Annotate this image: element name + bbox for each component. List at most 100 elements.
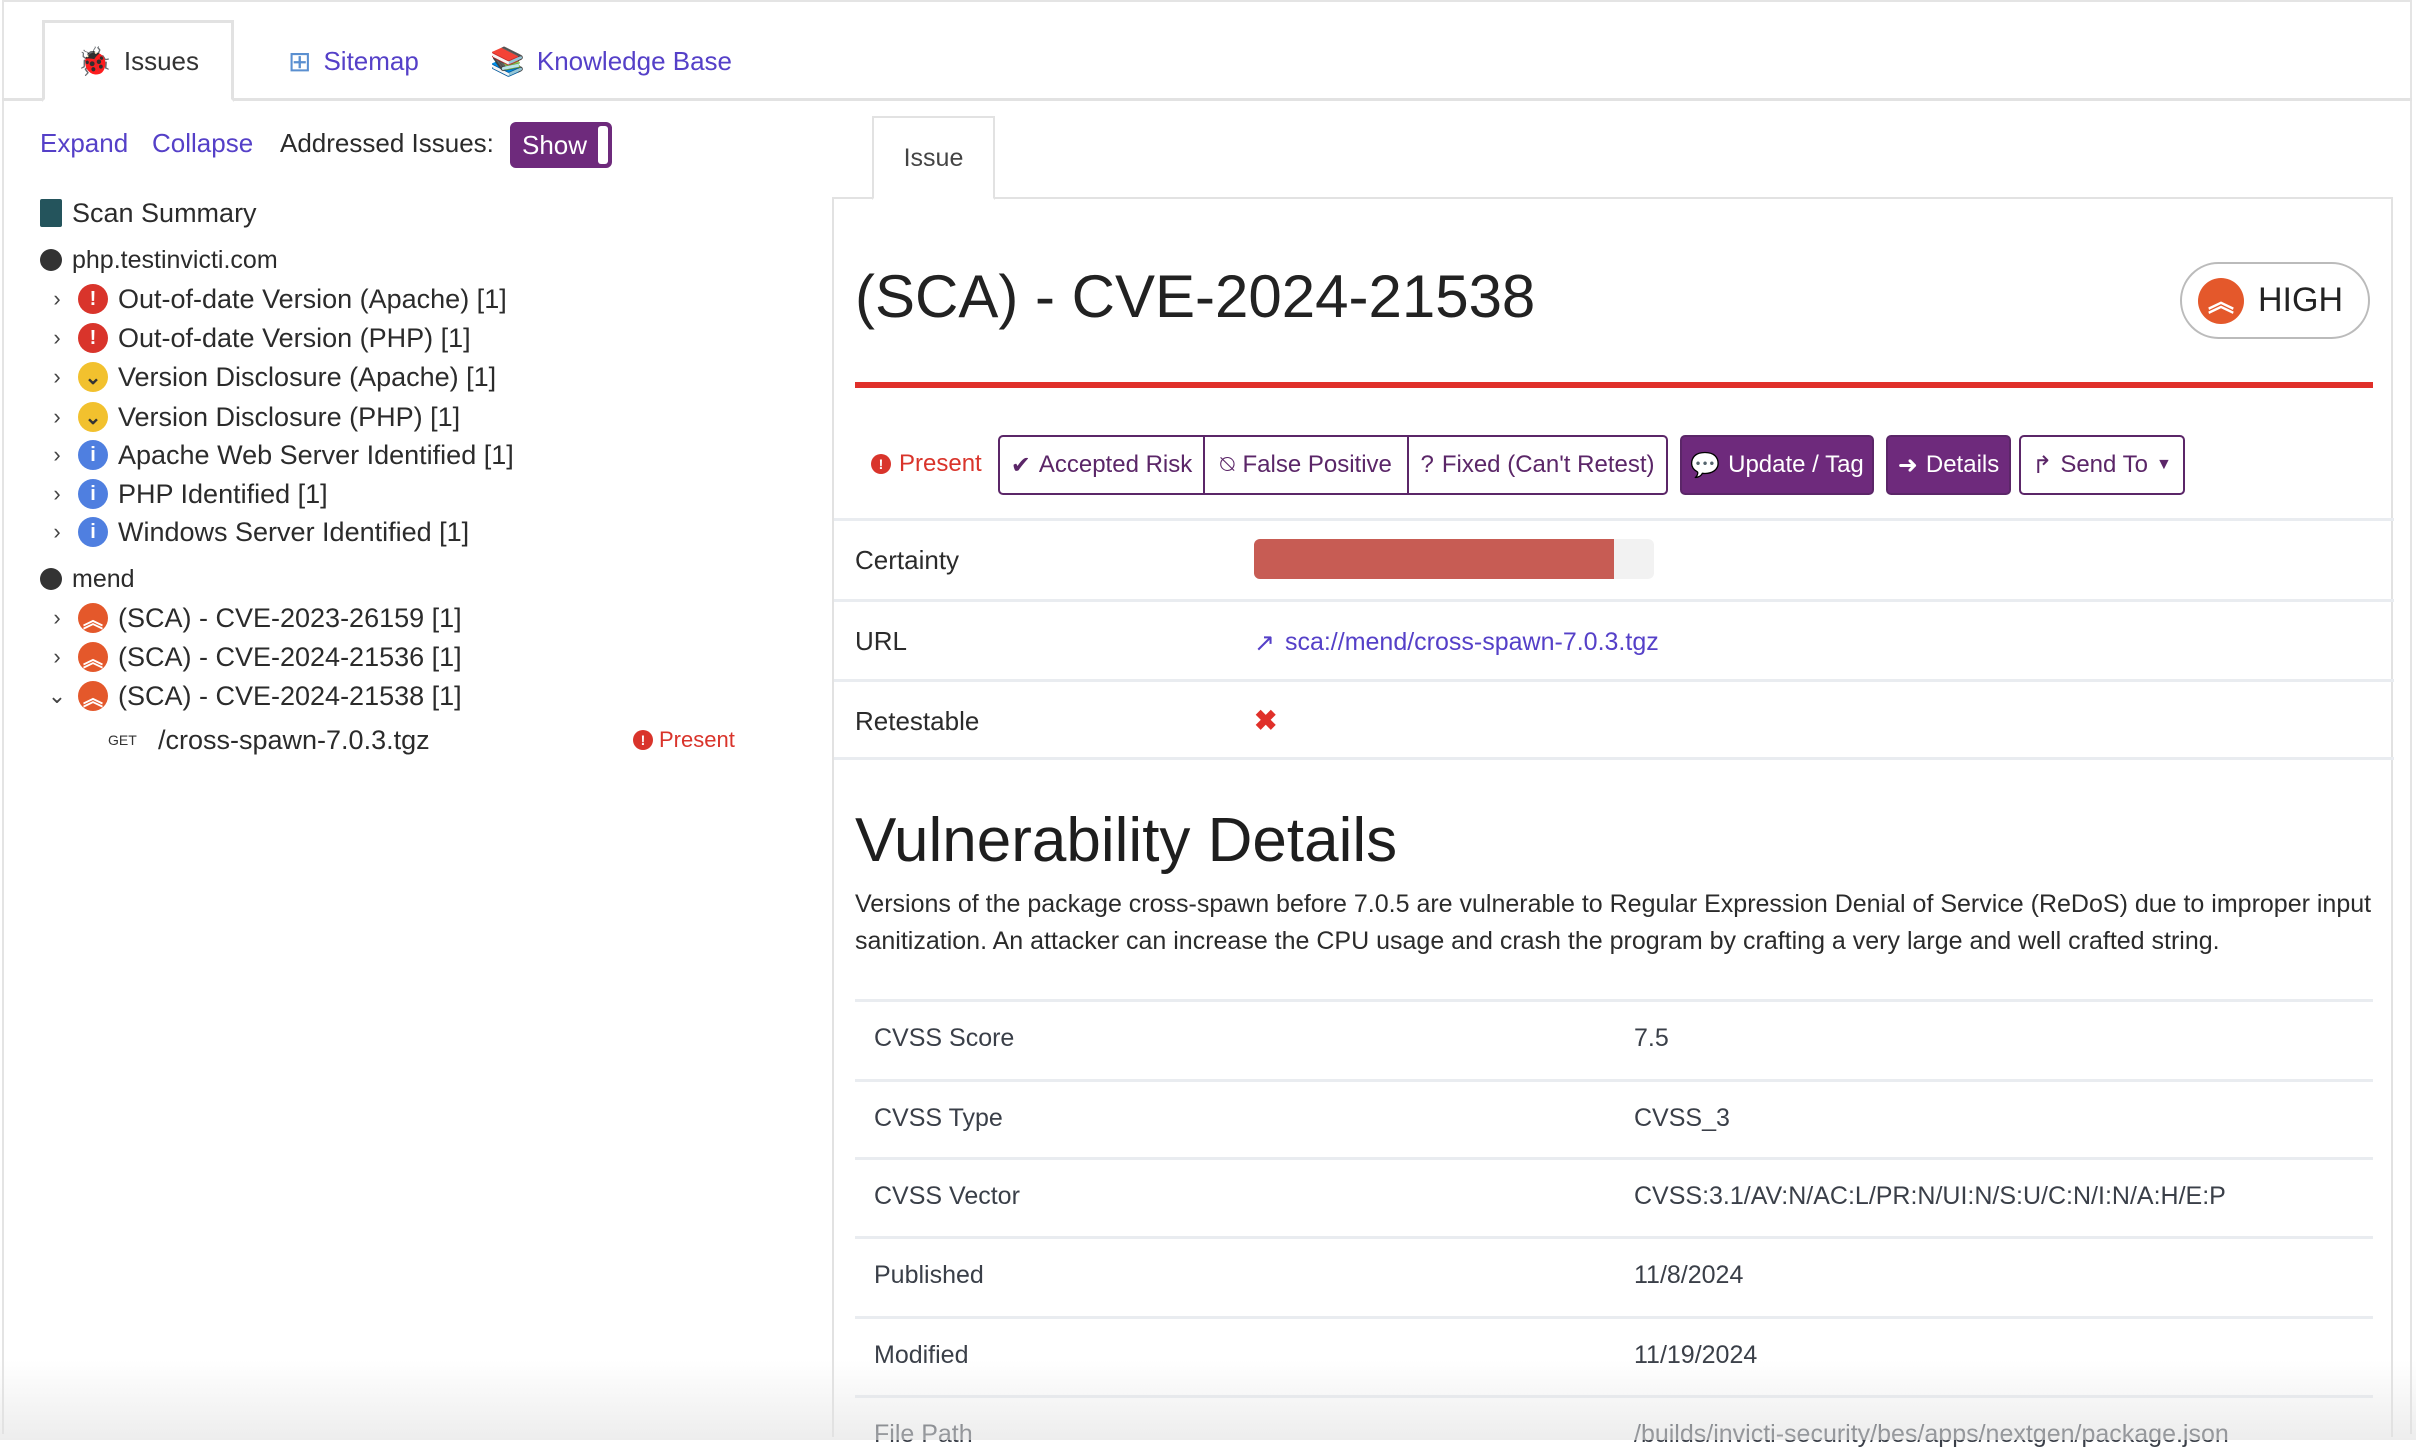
chevron-up-double-icon: ︽	[78, 603, 108, 633]
tab-bar	[2, 98, 2412, 101]
sitemap-icon: ⊞	[288, 45, 312, 77]
chevron-up-double-icon: ︽	[78, 681, 108, 711]
detail-label: Published	[874, 1261, 984, 1289]
chevron-right-icon[interactable]: ›	[53, 605, 61, 630]
divider	[855, 1316, 2373, 1319]
url-label: URL	[855, 626, 908, 656]
bug-icon: 🐞	[76, 45, 112, 77]
tree-issue-item[interactable]: ›! Out-of-date Version (Apache) [1]	[46, 280, 507, 318]
url-link[interactable]: ↗ sca://mend/cross-spawn-7.0.3.tgz	[1254, 628, 1659, 657]
share-icon: ↱	[2032, 451, 2053, 479]
chevron-down-circle-icon: ⌄	[78, 402, 108, 432]
check-circle-icon: ✔	[1010, 451, 1031, 479]
details-button[interactable]: ➜ Details	[1886, 435, 2011, 495]
certainty-bar	[1254, 539, 1654, 579]
chevron-up-double-icon: ︽	[78, 642, 108, 672]
tab-issues[interactable]: 🐞 Issues	[42, 20, 234, 102]
chevron-right-icon[interactable]: ›	[53, 286, 61, 311]
addressed-issues-toggle[interactable]: Show	[510, 122, 612, 168]
divider	[855, 1157, 2373, 1160]
chevron-right-icon[interactable]: ›	[53, 442, 61, 467]
tree-issue-item[interactable]: › i PHP Identified [1]	[46, 475, 328, 513]
tree-child-request[interactable]: GET/cross-spawn-7.0.3.tgz	[108, 724, 430, 755]
tree-issue-item[interactable]: › ⌄ Version Disclosure (Apache) [1]	[46, 358, 496, 396]
severity-divider	[855, 382, 2373, 388]
info-circle-icon: i	[78, 440, 108, 470]
divider	[834, 679, 2394, 682]
issue-panel	[832, 197, 2393, 1437]
tree-issue-item[interactable]: ›! Out-of-date Version (PHP) [1]	[46, 319, 471, 357]
tab-knowledge-base[interactable]: 📚 Knowledge Base	[490, 45, 733, 77]
certainty-bar-fill	[1254, 539, 1614, 579]
tree-host[interactable]: php.testinvicti.com	[40, 241, 278, 279]
divider	[834, 518, 2394, 521]
issue-title: (SCA) - CVE-2024-21538	[855, 263, 1536, 330]
exclamation-circle-icon: !	[78, 323, 108, 353]
exclamation-circle-icon: !	[633, 730, 653, 750]
divider	[855, 1079, 2373, 1082]
tree-issue-item[interactable]: › ︽ (SCA) - CVE-2024-21536 [1]	[46, 638, 462, 676]
collapse-link[interactable]: Collapse	[152, 128, 254, 158]
update-tag-button[interactable]: 💬 Update / Tag	[1680, 435, 1874, 495]
fixed-button[interactable]: ? Fixed (Can't Retest)	[1407, 435, 1668, 495]
false-positive-button[interactable]: ⍉ False Positive	[1203, 435, 1409, 495]
tab-issue[interactable]: Issue	[872, 116, 995, 200]
globe-icon	[40, 249, 62, 271]
caret-down-icon: ▼	[2155, 456, 2172, 473]
tree-issue-item[interactable]: › ⌄ Version Disclosure (PHP) [1]	[46, 398, 460, 436]
tree-issue-item[interactable]: ⌄ ︽ (SCA) - CVE-2024-21538 [1]	[47, 680, 462, 711]
child-status: ! Present	[633, 721, 735, 759]
cross-icon: ✖	[1254, 705, 1278, 736]
question-circle-icon: ?	[1420, 451, 1434, 478]
tree-issue-item[interactable]: › i Windows Server Identified [1]	[46, 513, 469, 551]
retestable-label: Retestable	[855, 706, 980, 736]
tree-issue-item[interactable]: › i Apache Web Server Identified [1]	[46, 436, 514, 474]
vulnerability-details-heading: Vulnerability Details	[855, 806, 1398, 875]
chevron-right-icon[interactable]: ›	[53, 481, 61, 506]
detail-label: CVSS Type	[874, 1104, 1003, 1132]
status-present: ! Present	[871, 450, 982, 478]
severity-badge: ︽ HIGH	[2180, 262, 2370, 339]
tree-host[interactable]: mend	[40, 560, 135, 598]
send-to-button[interactable]: ↱ Send To ▼	[2019, 435, 2185, 495]
globe-icon	[40, 568, 62, 590]
accepted-risk-button[interactable]: ✔ Accepted Risk	[998, 435, 1205, 495]
exclamation-circle-icon: !	[871, 454, 891, 474]
detail-value: 11/8/2024	[1634, 1261, 1744, 1289]
chevron-right-icon[interactable]: ›	[53, 364, 61, 389]
bell-slash-icon: ⍉	[1220, 451, 1235, 478]
arrow-circle-right-icon: ➜	[1897, 451, 1918, 479]
detail-value: CVSS_3	[1634, 1104, 1730, 1132]
chevron-right-icon[interactable]: ›	[53, 404, 61, 429]
tree-issue-item[interactable]: › ︽ (SCA) - CVE-2023-26159 [1]	[46, 599, 462, 637]
detail-label: Modified	[874, 1341, 969, 1369]
divider	[834, 599, 2394, 602]
detail-value: CVSS:3.1/AV:N/AC:L/PR:N/UI:N/S:U/C:N/I:N…	[1634, 1182, 2226, 1210]
detail-label: CVSS Vector	[874, 1182, 1020, 1210]
info-circle-icon: i	[78, 517, 108, 547]
document-icon	[40, 199, 62, 227]
chevron-right-icon[interactable]: ›	[53, 644, 61, 669]
chevron-right-icon[interactable]: ›	[53, 519, 61, 544]
detail-label: File Path	[874, 1420, 973, 1448]
tree-scan-summary[interactable]: Scan Summary	[40, 194, 257, 232]
chevron-right-icon[interactable]: ›	[53, 325, 61, 350]
detail-value: /builds/invicti-security/bes/apps/nextge…	[1634, 1420, 2229, 1448]
chevron-down-circle-icon: ⌄	[78, 362, 108, 392]
chevron-down-icon[interactable]: ⌄	[47, 683, 67, 708]
divider	[834, 757, 2394, 760]
detail-value: 7.5	[1634, 1024, 1669, 1052]
divider	[855, 999, 2373, 1002]
detail-label: CVSS Score	[874, 1024, 1015, 1052]
books-icon: 📚	[490, 45, 525, 77]
get-request-icon: GET	[108, 732, 137, 748]
external-link-icon: ↗	[1254, 629, 1275, 657]
detail-value: 11/19/2024	[1634, 1341, 1758, 1369]
info-circle-icon: i	[78, 479, 108, 509]
exclamation-circle-icon: !	[78, 284, 108, 314]
tab-sitemap[interactable]: ⊞ Sitemap	[288, 45, 419, 77]
expand-link[interactable]: Expand	[40, 128, 129, 158]
comment-icon: 💬	[1690, 451, 1721, 479]
divider	[855, 1395, 2373, 1398]
